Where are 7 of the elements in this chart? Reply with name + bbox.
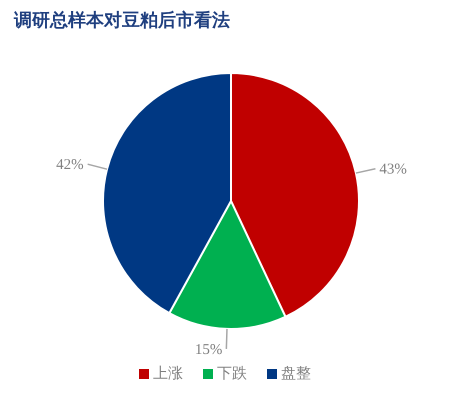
- data-label: 15%: [194, 342, 222, 358]
- data-label: 43%: [379, 162, 407, 178]
- data-label: 42%: [56, 157, 84, 174]
- legend-label: 上涨: [153, 366, 183, 382]
- legend-label: 盘整: [281, 366, 311, 382]
- legend-label: 下跌: [217, 366, 247, 382]
- chart-title: 调研总样本对豆粕后市看法: [12, 9, 231, 32]
